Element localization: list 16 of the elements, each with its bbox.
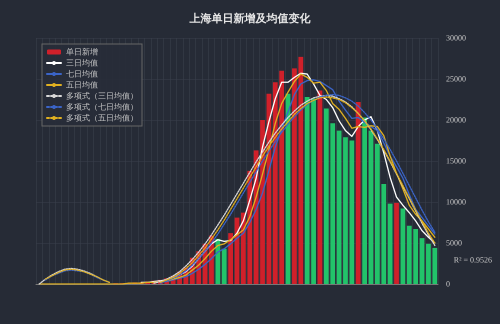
y-tick-label: 5000 [446,238,462,248]
chart-title: 上海单日新增及均值变化 [188,12,312,25]
y-tick-label: 0 [446,280,450,288]
legend-label: 多项式（五日均值） [66,114,138,122]
legend-label: 三日均值 [66,58,98,68]
legend-label: 单日新增 [66,48,98,56]
y-tick-label: 10000 [446,198,466,206]
y-tick-label: 30000 [446,34,466,42]
legend-label: 五日均值 [66,80,98,90]
legend-label: 多项式（三日均值） [66,92,138,100]
y-tick-label: 20000 [446,116,466,124]
legend-label: 多项式（七日均值） [66,102,138,112]
y-tick-label: 15000 [446,156,466,166]
text: R² = 0.9526 [454,256,492,264]
y-tick-label: 25000 [446,74,466,84]
legend-label: 七日均值 [66,70,98,78]
